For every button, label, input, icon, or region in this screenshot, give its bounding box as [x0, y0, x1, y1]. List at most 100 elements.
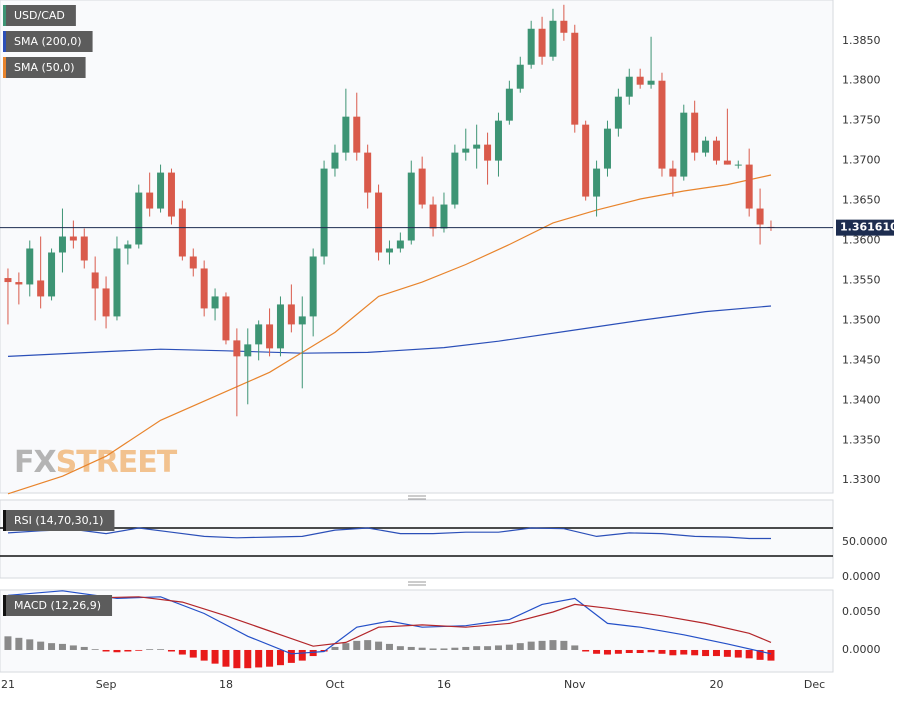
- histogram-bar: [494, 645, 502, 650]
- candle-body: [647, 80, 655, 85]
- histogram-bar: [680, 649, 688, 655]
- candle-body: [298, 316, 306, 325]
- candle-body: [320, 168, 328, 257]
- histogram-bar: [429, 648, 437, 650]
- candle-body: [734, 164, 742, 166]
- candle-body: [353, 116, 361, 153]
- histogram-bar: [396, 646, 404, 650]
- histogram-bar: [375, 641, 383, 650]
- histogram-bar: [58, 643, 66, 650]
- candle-body: [505, 88, 513, 121]
- y-tick-label: 1.3700: [842, 154, 881, 167]
- candle-body: [614, 96, 622, 129]
- histogram-bar: [691, 649, 699, 656]
- legend-box[interactable]: [3, 31, 93, 52]
- legend-label: USD/CAD: [14, 9, 65, 22]
- histogram-bar: [745, 649, 753, 659]
- legend-swatch: [3, 5, 6, 26]
- y-tick-label: 1.3600: [842, 234, 881, 247]
- candle-body: [603, 128, 611, 169]
- candle-body: [222, 296, 230, 341]
- histogram-bar: [505, 644, 513, 650]
- histogram-bar: [669, 649, 677, 656]
- candle-body: [429, 204, 437, 229]
- histogram-bar: [538, 640, 546, 650]
- histogram-bar: [4, 636, 12, 650]
- candle-body: [26, 248, 34, 285]
- panel-handle[interactable]: [408, 495, 426, 500]
- histogram-bar: [80, 646, 88, 650]
- candle-body: [549, 20, 557, 57]
- histogram-bar: [582, 649, 590, 652]
- candle-body: [37, 280, 45, 297]
- histogram-bar: [211, 649, 219, 664]
- histogram-bar: [276, 649, 284, 666]
- x-tick-label: 18: [219, 678, 233, 691]
- x-tick-label: Oct: [325, 678, 345, 691]
- legend-label: SMA (200,0): [14, 35, 82, 48]
- y-tick-label: 1.3500: [842, 313, 881, 326]
- signal-line: [7, 596, 772, 647]
- histogram-bar: [571, 645, 579, 650]
- histogram-bar: [91, 649, 99, 650]
- histogram-bar: [658, 649, 666, 654]
- legend-box[interactable]: [3, 57, 86, 78]
- legend-swatch: [3, 57, 6, 78]
- candle-body: [593, 168, 601, 197]
- histogram-bar: [15, 637, 23, 650]
- histogram-bar: [603, 649, 611, 655]
- histogram-bar: [636, 649, 644, 654]
- candle-body: [266, 324, 274, 349]
- histogram-bar: [734, 649, 742, 658]
- legend-box[interactable]: [3, 510, 115, 531]
- last-price-box: [836, 219, 894, 236]
- candle-body: [407, 172, 415, 241]
- candle-body: [375, 192, 383, 253]
- histogram-bar: [647, 649, 655, 653]
- candle-body: [309, 256, 317, 317]
- histogram-bar: [462, 646, 470, 650]
- histogram-bar: [484, 646, 492, 650]
- candle-body: [135, 192, 143, 245]
- panel-handle[interactable]: [408, 581, 426, 586]
- histogram-bar: [527, 641, 535, 650]
- candle-body: [527, 28, 535, 65]
- histogram-bar: [48, 643, 56, 650]
- candle-body: [4, 278, 12, 283]
- candle-body: [712, 140, 720, 161]
- y-tick-label: 1.3800: [842, 74, 881, 87]
- legend-label: MACD (12,26,9): [14, 599, 101, 612]
- candle-body: [287, 304, 295, 325]
- y-tick-label: 1.3550: [842, 273, 881, 286]
- candle-body: [167, 172, 175, 217]
- legend-swatch: [3, 595, 6, 616]
- watermark-part: STREET: [56, 445, 178, 480]
- candle-body: [58, 236, 66, 253]
- candle-body: [124, 244, 132, 249]
- candle-body: [102, 288, 110, 317]
- histogram-bar: [331, 646, 339, 650]
- candle-body: [396, 240, 404, 249]
- candle-body: [385, 248, 393, 253]
- candle-body: [723, 160, 731, 165]
- y-tick-label: 1.3300: [842, 473, 881, 486]
- candle-body: [15, 282, 23, 285]
- histogram-bar: [287, 649, 295, 663]
- candle-body: [494, 120, 502, 161]
- rsi-panel: [0, 499, 834, 579]
- candle-body: [255, 324, 263, 345]
- histogram-bar: [124, 649, 132, 652]
- x-tick-label: 16: [437, 678, 451, 691]
- legend-label: RSI (14,70,30,1): [14, 514, 103, 527]
- candle-body: [91, 272, 99, 289]
- histogram-bar: [364, 640, 372, 650]
- candle-body: [756, 208, 764, 225]
- histogram-bar: [298, 649, 306, 661]
- histogram-bar: [26, 639, 34, 650]
- histogram-bar: [625, 649, 633, 654]
- histogram-bar: [712, 649, 720, 657]
- candle-body: [331, 152, 339, 169]
- legend-box[interactable]: [3, 5, 76, 26]
- legend-box[interactable]: [3, 595, 113, 616]
